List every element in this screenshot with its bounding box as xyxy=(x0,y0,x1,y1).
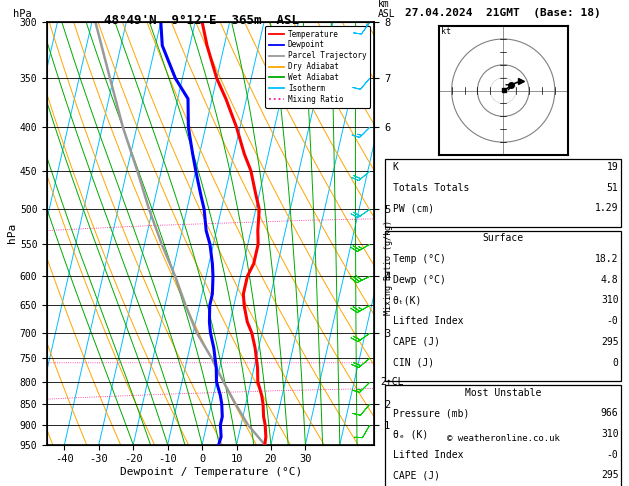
Text: Most Unstable: Most Unstable xyxy=(465,388,542,398)
Text: -0: -0 xyxy=(607,316,618,326)
Text: hPa: hPa xyxy=(13,9,31,19)
Text: θₑ (K): θₑ (K) xyxy=(392,429,428,439)
Text: Mixing Ratio (g/kg): Mixing Ratio (g/kg) xyxy=(384,220,392,315)
Text: 51: 51 xyxy=(607,183,618,192)
Text: 295: 295 xyxy=(601,470,618,481)
Text: Pressure (mb): Pressure (mb) xyxy=(392,408,469,418)
Text: 310: 310 xyxy=(601,429,618,439)
Text: 48°49'N  9°12'E  365m  ASL: 48°49'N 9°12'E 365m ASL xyxy=(104,14,299,27)
Text: K: K xyxy=(392,162,399,172)
Y-axis label: hPa: hPa xyxy=(7,223,17,243)
Text: 18.2: 18.2 xyxy=(595,254,618,264)
Text: © weatheronline.co.uk: © weatheronline.co.uk xyxy=(447,434,560,443)
Text: PW (cm): PW (cm) xyxy=(392,203,434,213)
Text: Dewp (°C): Dewp (°C) xyxy=(392,275,446,285)
Bar xyxy=(386,159,621,226)
Text: 19: 19 xyxy=(607,162,618,172)
Text: Lifted Index: Lifted Index xyxy=(392,450,464,460)
Text: CIN (J): CIN (J) xyxy=(392,358,434,367)
Text: Temp (°C): Temp (°C) xyxy=(392,254,446,264)
Text: 0: 0 xyxy=(613,358,618,367)
Text: 4.8: 4.8 xyxy=(601,275,618,285)
Text: 1.29: 1.29 xyxy=(595,203,618,213)
Text: Totals Totals: Totals Totals xyxy=(392,183,469,192)
Text: θₜ(K): θₜ(K) xyxy=(392,295,422,305)
Text: CAPE (J): CAPE (J) xyxy=(392,470,440,481)
Bar xyxy=(386,385,621,486)
Text: 2↑CL: 2↑CL xyxy=(381,377,404,387)
Text: 295: 295 xyxy=(601,337,618,347)
Text: km
ASL: km ASL xyxy=(377,0,395,19)
Legend: Temperature, Dewpoint, Parcel Trajectory, Dry Adiabat, Wet Adiabat, Isotherm, Mi: Temperature, Dewpoint, Parcel Trajectory… xyxy=(265,26,370,108)
Bar xyxy=(386,231,621,381)
Text: 966: 966 xyxy=(601,408,618,418)
Text: Lifted Index: Lifted Index xyxy=(392,316,464,326)
Text: 310: 310 xyxy=(601,295,618,305)
Text: 27.04.2024  21GMT  (Base: 18): 27.04.2024 21GMT (Base: 18) xyxy=(405,8,601,17)
Text: CAPE (J): CAPE (J) xyxy=(392,337,440,347)
Text: Surface: Surface xyxy=(482,233,524,243)
Text: -0: -0 xyxy=(607,450,618,460)
X-axis label: Dewpoint / Temperature (°C): Dewpoint / Temperature (°C) xyxy=(120,467,302,477)
